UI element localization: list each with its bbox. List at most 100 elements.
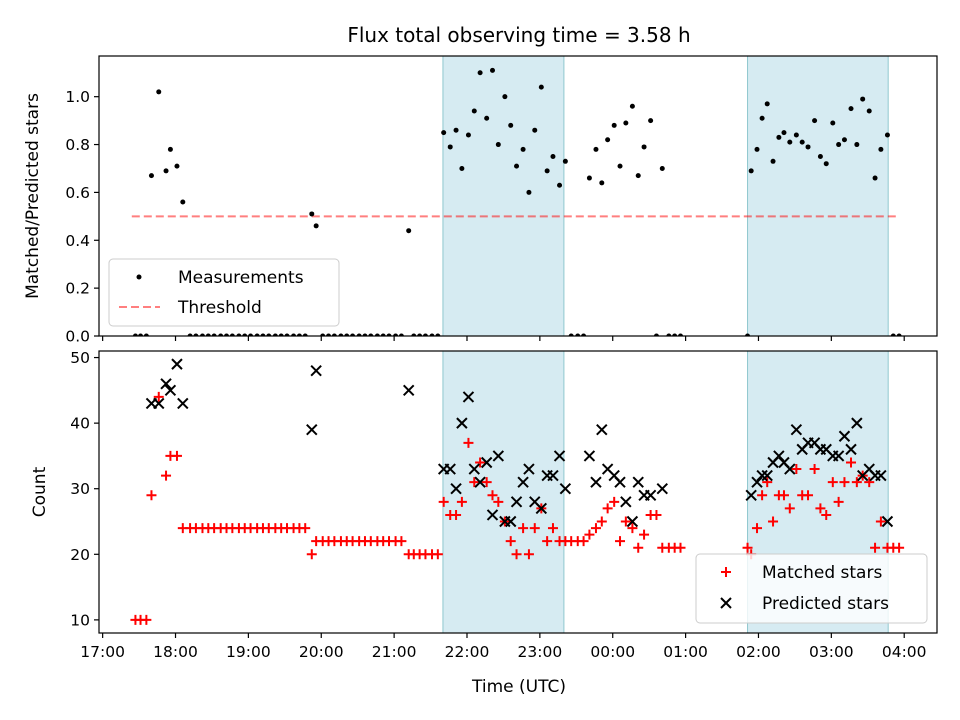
bottom-plot-area — [130, 358, 905, 625]
matched-star-point — [396, 536, 407, 547]
legend-matched-label: Matched stars — [762, 563, 882, 583]
matched-star-point — [762, 477, 773, 488]
measurement-point — [770, 158, 776, 164]
predicted-star-point — [510, 496, 523, 508]
predicted-star-point — [838, 430, 851, 442]
measurement-point — [148, 173, 154, 179]
measurement-point — [224, 333, 230, 336]
measurement-point — [296, 333, 302, 336]
predicted-star-point — [559, 483, 572, 495]
measurement-point — [406, 228, 412, 234]
matched-star-point — [639, 529, 650, 540]
measurement-point — [193, 333, 199, 336]
legend-threshold-label: Threshold — [177, 298, 262, 318]
predicted-star-point — [832, 450, 845, 462]
matched-star-point — [306, 549, 317, 560]
matched-star-point — [438, 496, 449, 507]
matched-star-point — [894, 542, 905, 553]
matched-star-point — [505, 536, 516, 547]
top-y-tick-label: 0.0 — [65, 328, 90, 346]
measurement-point — [805, 144, 811, 150]
measurement-point — [313, 223, 319, 229]
bottom-y-tick-label: 40 — [70, 415, 90, 433]
matched-star-point — [161, 470, 172, 481]
measurement-point — [526, 189, 532, 195]
x-tick-label: 20:00 — [299, 643, 344, 661]
measurement-point — [823, 161, 829, 167]
bottom-y-tick-label: 10 — [70, 611, 90, 629]
x-tick-label: 01:00 — [663, 643, 708, 661]
matched-star-point — [518, 523, 529, 534]
measurement-point — [776, 134, 782, 140]
measurement-point — [617, 163, 623, 169]
predicted-star-point — [590, 476, 602, 488]
measurement-point — [635, 173, 641, 179]
measurement-point — [441, 130, 447, 136]
measurement-point — [447, 144, 453, 150]
predicted-star-point — [773, 450, 785, 462]
measurement-point — [641, 144, 647, 150]
measurement-point — [653, 333, 659, 336]
measurement-point — [393, 333, 399, 336]
measurement-point — [586, 175, 592, 181]
predicted-star-point — [462, 391, 475, 403]
measurement-point — [677, 333, 683, 336]
x-axis-label: Time (UTC) — [471, 677, 566, 697]
x-tick-label: 03:00 — [809, 643, 854, 661]
figure-title: Flux total observing time = 3.58 h — [347, 23, 690, 47]
matched-star-point — [511, 549, 522, 560]
measurement-point — [841, 137, 847, 143]
matched-star-point — [602, 503, 613, 514]
bottom-frame — [98, 350, 938, 634]
measurement-point — [854, 142, 860, 148]
measurement-point — [266, 333, 272, 336]
predicted-star-point — [614, 476, 626, 488]
matched-star-point — [481, 477, 492, 488]
measurement-point — [666, 333, 672, 336]
measurement-point — [331, 333, 337, 336]
matched-star-point — [487, 490, 498, 501]
matched-star-point — [675, 542, 686, 553]
predicted-star-point — [444, 463, 456, 475]
measurement-point — [398, 333, 404, 336]
predicted-star-point — [745, 489, 757, 501]
x-tick-label: 21:00 — [372, 643, 417, 661]
matched-star-point — [141, 614, 152, 625]
matched-star-point — [864, 477, 875, 488]
bottom-y-tick-label: 20 — [70, 546, 90, 564]
x-tick-label: 19:00 — [226, 643, 271, 661]
matched-star-point — [171, 450, 182, 461]
matched-star-point — [870, 542, 881, 553]
predicted-star-point — [626, 515, 639, 528]
measurement-point — [211, 333, 217, 336]
measurement-point — [884, 132, 890, 138]
measurement-point — [435, 333, 441, 336]
matched-star-point — [833, 496, 844, 507]
measurement-point — [605, 137, 611, 143]
measurement-point — [187, 333, 193, 336]
predicted-star-point — [761, 469, 773, 482]
measurement-point — [484, 115, 490, 121]
matched-star-point — [875, 516, 886, 527]
predicted-star-point — [756, 469, 768, 482]
x-tick-label: 02:00 — [736, 643, 781, 661]
predicted-star-point — [480, 456, 493, 469]
measurement-point — [489, 67, 495, 73]
measurement-point — [163, 168, 169, 174]
matched-star-point — [846, 457, 857, 468]
x-tick-label: 04:00 — [882, 643, 927, 661]
measurement-point — [538, 84, 544, 90]
matched-star-point — [768, 516, 779, 527]
bottom-panel: 10 20 30 40 50 17:00 18:00 19:00 20:00 21:00 22:00… — [30, 349, 938, 661]
measurement-point — [429, 333, 435, 336]
measurement-point — [205, 333, 211, 336]
top-y-tick-label: 0.2 — [65, 280, 90, 298]
measurement-point — [544, 168, 550, 174]
measurement-point — [248, 333, 254, 336]
matched-star-point — [809, 464, 820, 475]
measurement-point — [356, 333, 362, 336]
predicted-star-point — [468, 463, 480, 475]
matched-star-point — [300, 523, 311, 534]
legend-predicted-label: Predicted stars — [762, 594, 889, 614]
predicted-star-point — [845, 443, 857, 456]
